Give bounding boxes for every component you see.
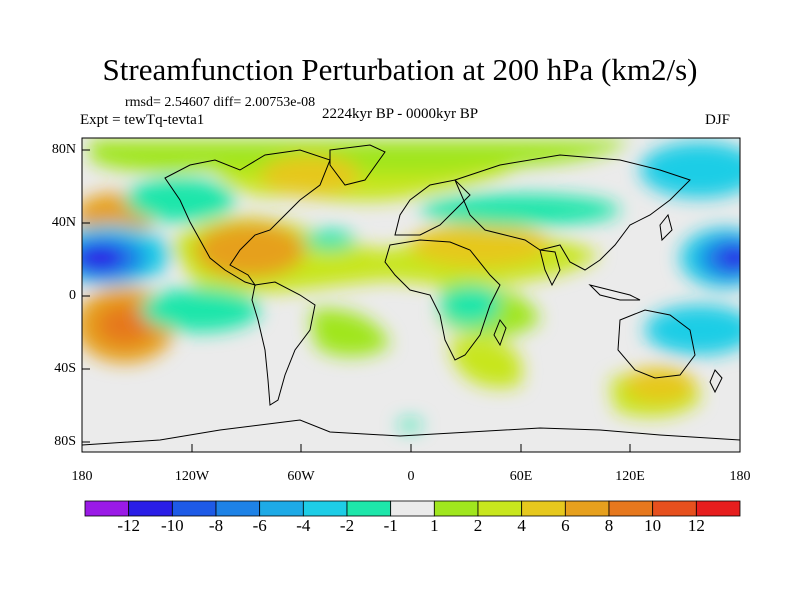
colorbar bbox=[84, 500, 741, 517]
colorbar-box bbox=[390, 500, 435, 517]
colorbar-box bbox=[695, 500, 741, 517]
colorbar-label: -1 bbox=[383, 516, 398, 535]
coastline bbox=[454, 154, 691, 271]
lon-label-60e: 60E bbox=[509, 469, 533, 484]
axis-ticks bbox=[81, 149, 741, 452]
experiment-label: Expt = tewTq-tevta1 bbox=[80, 112, 205, 128]
colorbar-label: 6 bbox=[561, 516, 570, 535]
coastline bbox=[659, 213, 673, 242]
colorbar-box bbox=[564, 500, 610, 517]
contour-band bbox=[645, 305, 740, 355]
map-title: Streamfunction Perturbation at 200 hPa (… bbox=[102, 52, 698, 87]
lat-label-80n: 80N bbox=[51, 142, 76, 157]
coastline bbox=[588, 284, 641, 301]
coastline bbox=[709, 369, 723, 394]
colorbar-label: 8 bbox=[604, 516, 614, 535]
colorbar-box bbox=[84, 500, 130, 517]
lat-label-40n: 40N bbox=[51, 215, 76, 230]
coastline bbox=[617, 309, 696, 379]
lon-label-120w: 120W bbox=[174, 469, 210, 484]
colorbar-box bbox=[477, 500, 523, 517]
lat-label-40s: 40S bbox=[54, 361, 76, 376]
contour-band bbox=[410, 223, 550, 267]
contour-field bbox=[82, 138, 740, 452]
colorbar-box bbox=[171, 500, 217, 517]
coastline bbox=[251, 281, 316, 406]
colorbar-label: 4 bbox=[517, 516, 526, 535]
colorbar-label: 10 bbox=[644, 516, 662, 535]
coastlines bbox=[82, 144, 740, 446]
colorbar-label: 1 bbox=[430, 516, 439, 535]
contour-band bbox=[97, 305, 153, 345]
contour-band bbox=[90, 140, 630, 175]
lat-label-80s: 80S bbox=[54, 434, 76, 449]
colorbar-label: -10 bbox=[160, 516, 184, 535]
season-label: DJF bbox=[705, 112, 731, 128]
contour-band bbox=[305, 230, 355, 250]
coastline bbox=[384, 239, 501, 361]
contour-band bbox=[640, 142, 740, 198]
contour-band bbox=[625, 367, 695, 403]
colorbar-label: -2 bbox=[339, 516, 355, 535]
lon-label-60w: 60W bbox=[287, 469, 315, 484]
contour-band bbox=[140, 288, 260, 332]
colorbar-label: -12 bbox=[117, 516, 140, 535]
colorbar-label: -6 bbox=[252, 516, 267, 535]
contour-band bbox=[398, 420, 422, 430]
colorbar-label: 12 bbox=[687, 516, 705, 535]
colorbar-box bbox=[259, 500, 304, 517]
colorbar-box bbox=[215, 500, 261, 517]
colorbar-label: -4 bbox=[296, 516, 311, 535]
lon-label-180e: 180 bbox=[729, 469, 751, 484]
lon-label-0: 0 bbox=[407, 469, 415, 484]
colorbar-box bbox=[128, 500, 173, 517]
contour-band bbox=[195, 222, 305, 278]
lon-label-120e: 120E bbox=[615, 469, 645, 484]
coastline bbox=[539, 249, 561, 287]
coastline bbox=[82, 419, 740, 446]
contour-band bbox=[440, 285, 500, 325]
period-label: 2224kyr BP - 0000kyr BP bbox=[322, 106, 479, 122]
contour-band bbox=[82, 244, 125, 272]
coastline bbox=[164, 149, 331, 286]
colorbar-label: 2 bbox=[473, 516, 483, 535]
coastline bbox=[329, 144, 386, 186]
colorbar-box bbox=[652, 500, 697, 517]
coastline bbox=[493, 318, 507, 347]
colorbar-box bbox=[433, 500, 479, 517]
colorbar-box bbox=[521, 500, 566, 517]
colorbar-label: -8 bbox=[208, 516, 224, 535]
coastline bbox=[394, 179, 471, 236]
contour-band bbox=[310, 309, 390, 357]
lat-label-0: 0 bbox=[69, 288, 76, 303]
colorbar-box bbox=[346, 500, 392, 517]
colorbar-box bbox=[302, 500, 348, 517]
colorbar-box bbox=[608, 500, 654, 517]
lon-label-180w: 180 bbox=[71, 469, 93, 484]
stats-line: rmsd= 2.54607 diff= 2.00753e-08 bbox=[125, 95, 316, 110]
contour-band bbox=[420, 194, 620, 226]
contour-band bbox=[717, 246, 740, 270]
contour-band bbox=[260, 155, 360, 195]
